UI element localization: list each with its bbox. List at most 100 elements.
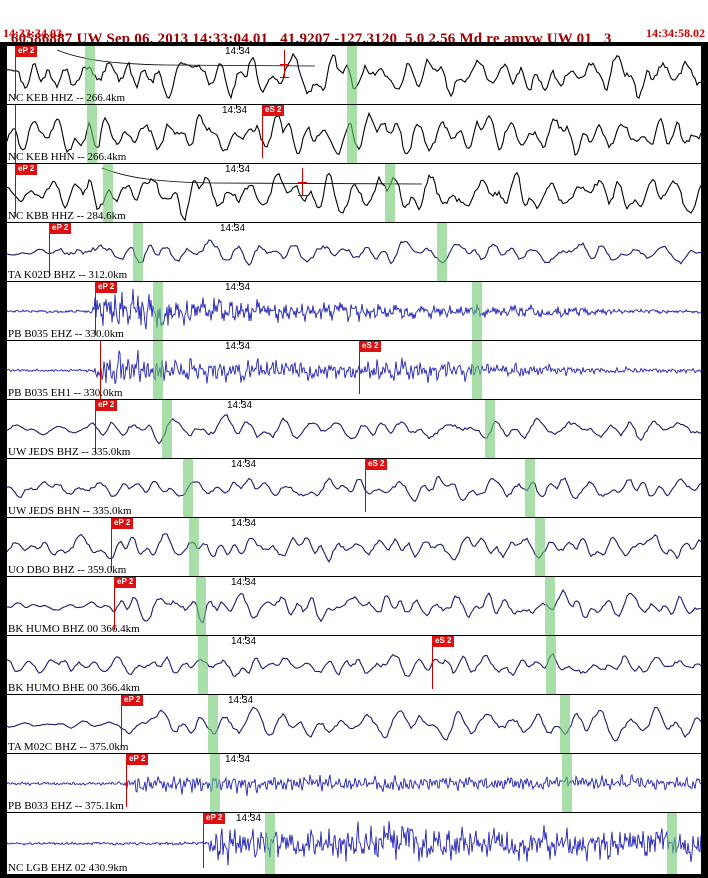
pick-flag[interactable]: eP 2 [111, 518, 134, 529]
event-header: 60586887 UW Sep 06, 2013 14:33:04.01 41.… [0, 0, 708, 47]
window-end-time: 14:34:58.02 [646, 26, 705, 40]
waveform[interactable] [7, 223, 701, 282]
window-start-time: 14:33:34.03 [3, 26, 62, 40]
pick-line [114, 577, 115, 630]
pick-flag[interactable]: eP 2 [95, 400, 118, 411]
waveform[interactable] [7, 636, 701, 695]
arrival-window-stripe [545, 577, 555, 635]
station-label: PB B033 EHZ -- 375.1km [8, 800, 124, 812]
station-label: NC KBB HHZ -- 284.6km [8, 210, 126, 222]
trace-row: eP 2 14:34 TA M02C BHZ -- 375.0km [7, 695, 701, 754]
arrival-window-stripe [472, 341, 482, 399]
arrival-window-stripe [87, 105, 97, 163]
arrival-window-stripe [153, 341, 163, 399]
time-tick [236, 105, 237, 109]
station-label: TA M02C BHZ -- 375.0km [8, 741, 129, 753]
pick-flag[interactable]: eP 2 [114, 577, 137, 588]
waveform[interactable] [7, 754, 701, 813]
pick-line [365, 459, 366, 512]
pick-flag[interactable]: eP 2 [203, 813, 226, 824]
waveform[interactable] [7, 459, 701, 518]
station-label: NC LGB EHZ 02 430.9km [8, 862, 128, 874]
pick-line [432, 636, 433, 689]
pick-flag[interactable]: eS 2 [432, 636, 455, 647]
trace-row: eP 2 14:34 TA K02D BHZ -- 312.0km [7, 223, 701, 282]
pick-line [126, 754, 127, 807]
pick-flag[interactable]: eP 2 [126, 754, 149, 765]
trace-row: eS 2 14:34 UW JEDS BHN -- 335.0km [7, 459, 701, 518]
pick-line [15, 46, 16, 99]
time-tick [250, 813, 251, 817]
time-tick [234, 223, 235, 227]
arrival-window-stripe [546, 636, 556, 694]
pick-line [121, 695, 122, 748]
waveform[interactable] [7, 813, 701, 874]
pick-line [15, 164, 16, 217]
time-tick-label: 14:34 [225, 341, 251, 352]
time-tick-label: 14:34 [227, 400, 253, 411]
pick-flag[interactable]: eP 2 [95, 282, 118, 293]
pick-line [15, 105, 16, 163]
arrival-window-stripe [189, 518, 199, 576]
station-label: PB B035 EH1 -- 330.0km [8, 387, 123, 399]
trace-row: eP 2 14:34 UO DBO BHZ -- 359.0km [7, 518, 701, 577]
arrival-window-stripe [183, 459, 193, 517]
time-tick-label: 14:34 [225, 754, 251, 765]
trace-row: eP 2 14:34 UW JEDS BHZ -- 335.0km [7, 400, 701, 459]
pick-line [359, 341, 360, 394]
arrival-window-stripe [196, 577, 206, 635]
arrival-window-stripe [347, 46, 357, 104]
waveform[interactable] [7, 341, 701, 400]
arrival-window-stripe [535, 518, 545, 576]
time-tick [242, 695, 243, 699]
pick-flag[interactable]: eP 2 [121, 695, 144, 706]
arrival-window-stripe [153, 282, 163, 340]
waveform[interactable] [7, 518, 701, 577]
trace-row: eP 2 14:34 NC LGB EHZ 02 430.9km [7, 813, 701, 874]
pick-line [111, 518, 112, 571]
pick-flag[interactable]: eP 2 [15, 164, 38, 175]
pick-line [203, 813, 204, 868]
station-label: NC KEB HHN -- 266.4km [8, 151, 127, 163]
arrival-window-stripe [560, 695, 570, 753]
arrival-window-stripe [472, 282, 482, 340]
station-label: NC KEB HHZ -- 266.4km [8, 92, 126, 104]
waveform[interactable] [7, 695, 701, 754]
pick-flag[interactable]: eP 2 [49, 223, 72, 234]
time-tick [245, 636, 246, 640]
time-tick [241, 400, 242, 404]
arrival-window-stripe [162, 400, 172, 458]
time-tick-label: 14:34 [231, 636, 257, 647]
time-tick [245, 459, 246, 463]
waveform[interactable] [7, 577, 701, 636]
time-window-bar: 14:33:34.03 14:34:58.02 [0, 26, 708, 42]
trace-row: eP 2 14:34 BK HUMO BHZ 00 366.4km [7, 577, 701, 636]
pick-line [95, 400, 96, 453]
station-label: UO DBO BHZ -- 359.0km [8, 564, 127, 576]
arrival-window-stripe [133, 223, 143, 281]
time-tick-label: 14:34 [222, 105, 248, 116]
waveform[interactable] [7, 400, 701, 459]
arrival-window-stripe [437, 223, 447, 281]
trace-row: eP 2 14:34 PB B035 EHZ -- 330.0km [7, 282, 701, 341]
trace-area: eP 2 14:34 NC KEB HHZ -- 266.4km eS 2 14:34 N… [0, 42, 708, 878]
station-label: PB B035 EHZ -- 330.0km [8, 328, 124, 340]
waveform[interactable] [7, 282, 701, 341]
pick-line [95, 282, 96, 335]
arrival-window-stripe [208, 695, 218, 753]
pick-line [100, 341, 101, 399]
arrival-window-stripe [210, 754, 220, 812]
time-tick [239, 341, 240, 345]
arrival-window-stripe [385, 164, 395, 222]
pick-flag[interactable]: eS 2 [262, 105, 285, 116]
arrival-window-stripe [198, 636, 208, 694]
time-tick-label: 14:34 [220, 223, 246, 234]
arrival-window-stripe [667, 813, 677, 874]
pick-flag[interactable]: eS 2 [359, 341, 382, 352]
pick-flag[interactable]: eP 2 [15, 46, 38, 57]
arrival-window-stripe [525, 459, 535, 517]
coda-decay-curve [56, 49, 316, 67]
time-tick [245, 518, 246, 522]
pick-flag[interactable]: eS 2 [365, 459, 388, 470]
